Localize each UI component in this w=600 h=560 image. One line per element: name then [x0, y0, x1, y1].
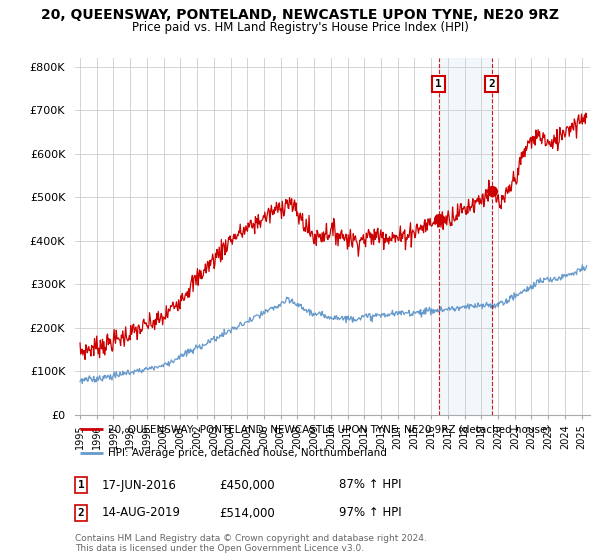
Text: HPI: Average price, detached house, Northumberland: HPI: Average price, detached house, Nort…	[109, 447, 388, 458]
Text: 97% ↑ HPI: 97% ↑ HPI	[339, 506, 401, 520]
Text: 87% ↑ HPI: 87% ↑ HPI	[339, 478, 401, 492]
Text: 2: 2	[488, 79, 495, 89]
Text: 20, QUEENSWAY, PONTELAND, NEWCASTLE UPON TYNE, NE20 9RZ (detached house): 20, QUEENSWAY, PONTELAND, NEWCASTLE UPON…	[109, 424, 551, 434]
Text: 1: 1	[77, 480, 85, 490]
Text: 1: 1	[436, 79, 442, 89]
Text: £450,000: £450,000	[219, 478, 275, 492]
Text: 2: 2	[77, 508, 85, 518]
Text: 20, QUEENSWAY, PONTELAND, NEWCASTLE UPON TYNE, NE20 9RZ: 20, QUEENSWAY, PONTELAND, NEWCASTLE UPON…	[41, 8, 559, 22]
Text: Contains HM Land Registry data © Crown copyright and database right 2024.
This d: Contains HM Land Registry data © Crown c…	[75, 534, 427, 553]
Text: 17-JUN-2016: 17-JUN-2016	[102, 478, 177, 492]
Bar	[439, 58, 491, 415]
Text: Price paid vs. HM Land Registry's House Price Index (HPI): Price paid vs. HM Land Registry's House …	[131, 21, 469, 34]
Text: £514,000: £514,000	[219, 506, 275, 520]
Text: 14-AUG-2019: 14-AUG-2019	[102, 506, 181, 520]
